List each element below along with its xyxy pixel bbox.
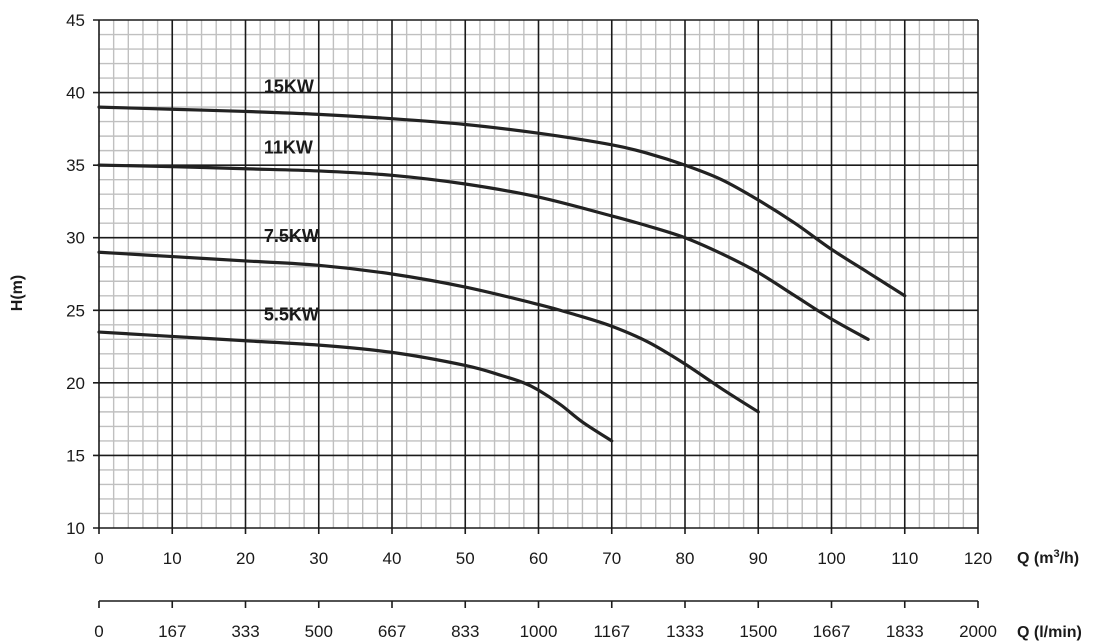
- major-grid: [93, 19, 979, 534]
- secondary-x-tick-label: 1667: [813, 622, 851, 641]
- y-tick-label: 15: [66, 446, 85, 465]
- series-label-5-5kw: 5.5KW: [264, 304, 319, 324]
- secondary-x-tick-label: 1500: [739, 622, 777, 641]
- x-tick-label: 40: [383, 549, 402, 568]
- x-axis-label: Q (m3/h): [1017, 548, 1079, 567]
- series-label-11kw: 11KW: [264, 138, 313, 158]
- x-tick-label: 70: [602, 549, 621, 568]
- secondary-x-axis: 0 167 333 500 667 833 1000 1167 1333 1500 1667 1833…: [94, 600, 997, 641]
- y-tick-label: 25: [66, 301, 85, 320]
- y-tick-label: 35: [66, 156, 85, 175]
- x-tick-label: 120: [964, 549, 992, 568]
- curve-15kw: [97, 105, 907, 298]
- x-tick-label: 110: [891, 549, 918, 568]
- y-tick-label: 30: [66, 229, 85, 248]
- x-tick-label: 90: [749, 549, 768, 568]
- secondary-x-tick-label: 500: [305, 622, 333, 641]
- secondary-x-tick-label: 333: [231, 622, 259, 641]
- x-tick-label: 80: [676, 549, 695, 568]
- x-tick-label: 0: [94, 549, 103, 568]
- y-axis-label: H(m): [9, 275, 26, 311]
- secondary-x-tick-label: 833: [451, 622, 479, 641]
- secondary-x-tick-label: 2000: [959, 622, 997, 641]
- secondary-x-tick-label: 1833: [886, 622, 924, 641]
- x-tick-label: 10: [163, 549, 182, 568]
- x-tick-label: 60: [529, 549, 548, 568]
- x-tick-label: 100: [817, 549, 845, 568]
- curve-7-5kw: [97, 250, 760, 414]
- series-label-7-5kw: 7.5KW: [264, 226, 319, 246]
- secondary-x-tick-label: 0: [94, 622, 103, 641]
- performance-curves: [97, 105, 907, 443]
- secondary-x-tick-label: 1167: [593, 622, 630, 641]
- secondary-x-tick-label: 167: [158, 622, 186, 641]
- series-label-15kw: 15KW: [264, 77, 314, 97]
- x-tick-label: 30: [309, 549, 328, 568]
- y-tick-label: 20: [66, 374, 85, 393]
- y-tick-label: 40: [66, 84, 85, 103]
- curve-5-5kw: [97, 330, 614, 443]
- x-tick-label: 20: [236, 549, 255, 568]
- series-labels: 15KW 11KW 7.5KW 5.5KW: [264, 77, 319, 325]
- secondary-x-tick-label: 1000: [520, 622, 558, 641]
- x-tick-label: 50: [456, 549, 475, 568]
- y-tick-label: 10: [66, 519, 85, 538]
- secondary-x-tick-label: 1333: [666, 622, 704, 641]
- y-tick-label: 45: [66, 11, 85, 30]
- secondary-x-axis-label: Q (l/min): [1017, 624, 1082, 641]
- x-axis-ticks: 0 10 20 30 40 50 60 70 80 90 100 110 120: [94, 549, 992, 568]
- y-axis-ticks: 10 15 20 25 30 35 40 45: [66, 11, 85, 538]
- secondary-x-tick-label: 667: [378, 622, 406, 641]
- curve-11kw: [97, 163, 870, 341]
